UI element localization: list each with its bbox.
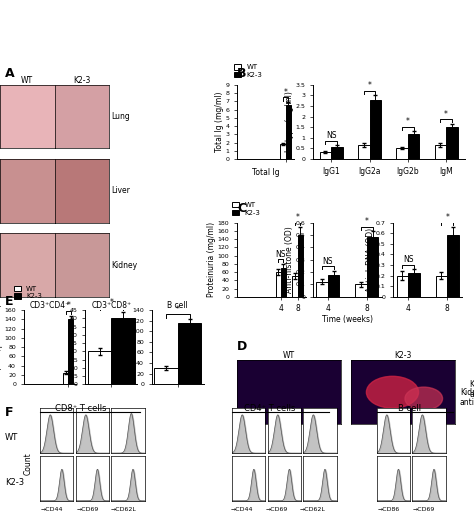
Text: →CD44: →CD44 [41, 507, 64, 513]
Title: K2-3: K2-3 [73, 76, 91, 85]
Circle shape [405, 387, 443, 410]
Bar [63, 373, 68, 384]
Bar [316, 282, 328, 297]
Bar [328, 275, 339, 297]
Text: NS: NS [322, 257, 333, 266]
Text: *: * [444, 110, 448, 119]
X-axis label: Time (weeks): Time (weeks) [322, 315, 373, 324]
Title: WT: WT [21, 76, 33, 85]
Title: B cell: B cell [167, 301, 188, 310]
Text: →CD69: →CD69 [266, 507, 289, 513]
Text: F: F [5, 406, 13, 419]
Text: *: * [296, 213, 300, 222]
Text: WT: WT [5, 433, 18, 441]
Bar [111, 319, 135, 384]
Bar [68, 319, 73, 384]
Text: →CD69: →CD69 [413, 507, 436, 513]
Legend: WT, K2-3: WT, K2-3 [230, 200, 263, 218]
Y-axis label: Total Ig (mg/ml): Total Ig (mg/ml) [215, 92, 224, 152]
Text: B: B [237, 67, 246, 80]
Bar [320, 152, 331, 159]
Bar [292, 276, 298, 297]
Bar [435, 145, 446, 159]
Bar [367, 237, 378, 297]
Text: CD8⁺ T cells: CD8⁺ T cells [55, 404, 106, 413]
Bar [280, 144, 285, 159]
Text: Count: Count [24, 453, 33, 475]
Bar [397, 276, 408, 297]
Y-axis label: Anti-dsDNA (OD): Anti-dsDNA (OD) [365, 228, 374, 292]
Bar [281, 268, 286, 297]
Text: →CD69: →CD69 [76, 507, 99, 513]
Y-axis label: Cells (x10⁶/per mouse): Cells (x10⁶/per mouse) [0, 304, 3, 391]
Text: →CD62L: →CD62L [110, 507, 136, 513]
Text: K2-3: K2-3 [375, 366, 394, 374]
Bar [275, 272, 281, 297]
Bar [298, 235, 302, 297]
Circle shape [366, 376, 419, 408]
Bar [370, 100, 381, 159]
Bar [331, 147, 343, 159]
Y-axis label: Anti-histone (OD): Anti-histone (OD) [285, 226, 294, 293]
Text: WT: WT [271, 366, 284, 374]
Text: K2-3: K2-3 [5, 478, 24, 487]
Bar [436, 276, 447, 297]
Text: *: * [283, 88, 288, 97]
Text: Lung: Lung [112, 112, 130, 121]
Bar [355, 285, 367, 297]
Title: CD3⁺CD8⁺: CD3⁺CD8⁺ [91, 301, 131, 310]
Text: →CD44: →CD44 [230, 507, 253, 513]
Legend: WT, K2-3: WT, K2-3 [11, 284, 44, 302]
Text: →CD62L: →CD62L [300, 507, 326, 513]
Y-axis label: Isotype (mg/ml): Isotype (mg/ml) [285, 92, 294, 152]
Bar [154, 368, 178, 384]
Text: CD4⁺ T cells: CD4⁺ T cells [245, 404, 296, 413]
Text: C: C [237, 202, 246, 215]
Text: Kidney
anti-Ig: Kidney anti-Ig [469, 380, 474, 399]
Text: Kidney
anti-Ig: Kidney anti-Ig [460, 388, 474, 407]
Text: B cell: B cell [399, 404, 421, 413]
Bar [408, 134, 419, 159]
X-axis label: Total Ig: Total Ig [252, 168, 279, 177]
Bar [396, 148, 408, 159]
Text: *: * [406, 117, 410, 126]
Bar [447, 235, 459, 297]
Y-axis label: Proteinuria (mg/ml): Proteinuria (mg/ml) [207, 222, 216, 297]
Title: CD3⁺CD4⁺: CD3⁺CD4⁺ [30, 301, 70, 310]
Text: *: * [176, 305, 180, 314]
Text: A: A [5, 67, 14, 80]
Bar [88, 351, 111, 384]
Bar [285, 105, 292, 159]
Bar [358, 145, 370, 159]
Bar [408, 273, 420, 297]
Title: K2-3: K2-3 [394, 351, 411, 360]
Text: *: * [446, 213, 449, 222]
Title: WT: WT [283, 351, 295, 360]
Text: NS: NS [275, 250, 286, 259]
Text: Kidney: Kidney [112, 261, 138, 269]
Bar [446, 127, 457, 159]
Bar [178, 323, 201, 384]
Text: *: * [365, 217, 369, 226]
Text: E: E [5, 295, 13, 308]
Text: D: D [237, 340, 247, 353]
Legend: WT, K2-3: WT, K2-3 [232, 63, 264, 80]
Text: →CD86: →CD86 [378, 507, 400, 513]
Text: NS: NS [403, 255, 413, 264]
Text: *: * [368, 81, 372, 90]
Text: Liver: Liver [112, 187, 131, 195]
Text: *: * [109, 297, 113, 306]
Text: NS: NS [326, 131, 337, 140]
Text: *: * [66, 302, 70, 311]
